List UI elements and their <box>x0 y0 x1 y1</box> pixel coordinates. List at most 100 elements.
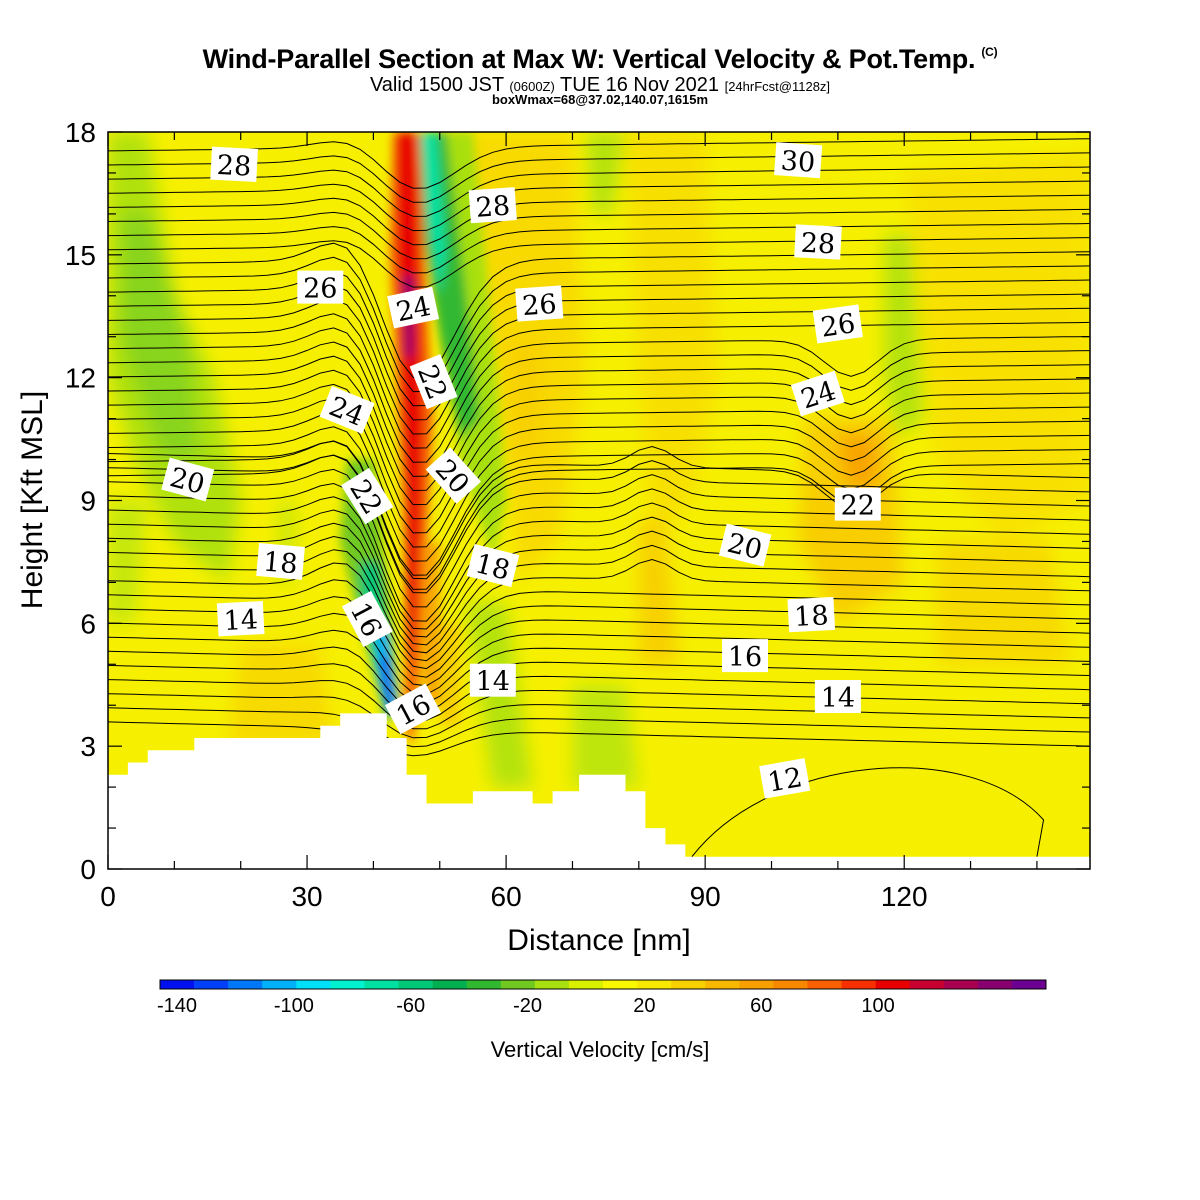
colorbar-swatch <box>603 980 638 989</box>
forecast-info: [24hrFcst@1128z] <box>724 79 831 94</box>
contour-label-box <box>774 142 823 179</box>
theta-contour <box>108 522 1090 646</box>
theta-contour <box>108 663 1090 721</box>
velocity-region <box>396 132 424 665</box>
velocity-region <box>439 623 460 726</box>
y-tick-label: 15 <box>65 240 96 271</box>
contour-label: 28 <box>468 187 517 224</box>
contour-label-box <box>297 270 344 304</box>
chart-title: Wind-Parallel Section at Max W: Vertical… <box>0 44 1200 75</box>
valid-date: TUE 16 Nov 2021 <box>560 74 720 96</box>
contour-label-text: 14 <box>223 604 259 637</box>
contour-label-box <box>759 758 811 799</box>
contour-label-box <box>718 523 772 567</box>
terrain-shape <box>108 713 1090 869</box>
theta-contour <box>108 679 1090 730</box>
colorbar-swatch <box>534 980 570 989</box>
colorbar-tick-label: -60 <box>396 995 425 1017</box>
theta-contour <box>108 426 1090 562</box>
colorbar-swatch <box>398 980 433 989</box>
theta-contour <box>108 327 1090 463</box>
theta-contour <box>108 299 1090 435</box>
colorbar-swatch <box>228 980 263 989</box>
theta-contour <box>108 482 1090 622</box>
colorbar-swatch <box>807 980 842 989</box>
contour-label-text: 30 <box>780 146 816 179</box>
theta-contour <box>108 596 1090 687</box>
x-tick-label: 30 <box>291 881 322 912</box>
colorbar-title: Vertical Velocity [cm/s] <box>491 1037 710 1062</box>
contour-label-text: 12 <box>765 762 804 798</box>
contour-label-text: 28 <box>800 228 836 261</box>
colorbar-swatch <box>909 980 945 989</box>
contour-label-text: 14 <box>476 667 510 698</box>
contour-label-box <box>794 224 842 260</box>
chart-title-text: Wind-Parallel Section at Max W: Vertical… <box>202 44 976 74</box>
colorbar-swatch <box>637 980 672 989</box>
velocity-region <box>904 152 1090 542</box>
theta-contour <box>108 707 1090 748</box>
contour-label-text: 26 <box>819 308 857 343</box>
contour-label-text: 24 <box>393 291 433 328</box>
contour-label: 24 <box>387 286 440 329</box>
contour-label: 16 <box>722 639 768 673</box>
colorbar-swatch <box>160 980 195 989</box>
theta-contour <box>108 693 1090 739</box>
colorbar-swatch <box>296 980 331 989</box>
theta-contour <box>108 256 1090 393</box>
theta-contour <box>108 223 1090 274</box>
theta-contour <box>108 166 1090 217</box>
theta-contour <box>108 496 1090 630</box>
boxwmax-line: boxWmax=68@37.02,140.07,1615m <box>491 92 709 107</box>
theta-contour <box>108 355 1090 492</box>
colorbar: -140 -100 -60 -20 20 60 100 <box>157 979 1047 1017</box>
theta-contour <box>108 313 1090 449</box>
colorbar-swatch <box>194 980 229 989</box>
contour-label-text: 18 <box>262 546 299 580</box>
contour-label-box <box>384 683 442 735</box>
colorbar-swatch <box>432 980 467 989</box>
theta-contour <box>108 629 1090 704</box>
colorbar-tick-label: -20 <box>513 995 542 1017</box>
theta-contour <box>108 208 1090 260</box>
contour-label: 14 <box>469 663 516 698</box>
theta-contour <box>108 369 1090 506</box>
contour-label-box <box>812 304 863 344</box>
colorbar-swatch <box>364 980 399 989</box>
contour-label-text: 14 <box>821 683 855 714</box>
colorbar-swatch <box>330 980 365 989</box>
contour-label: 26 <box>297 270 344 305</box>
colorbar-tick-label: 100 <box>861 995 894 1017</box>
y-tick-label: 9 <box>80 486 96 517</box>
contour-label-text: 28 <box>475 191 511 224</box>
colorbar-swatch <box>671 980 706 989</box>
contour-label-box <box>722 639 768 673</box>
contour-label: 20 <box>161 457 215 502</box>
x-axis-label: Distance [nm] <box>507 924 690 957</box>
contour-label-box <box>387 286 440 329</box>
velocity-region <box>121 213 201 460</box>
theta-contour <box>691 767 1045 858</box>
contour-label-text: 22 <box>841 491 875 522</box>
colorbar-tick-label: -140 <box>157 995 197 1017</box>
velocity-region <box>638 521 679 665</box>
colorbar-swatch <box>262 980 297 989</box>
velocity-region <box>108 500 148 624</box>
theta-contour <box>108 721 1090 757</box>
contour-label-box <box>469 663 516 697</box>
contour-label: 28 <box>794 224 842 260</box>
colorbar-swatch <box>500 980 536 989</box>
theta-contour <box>108 579 1090 678</box>
y-tick-label: 0 <box>80 854 96 885</box>
colorbar-swatch <box>841 980 876 989</box>
theta-contour <box>108 440 1090 576</box>
x-tick-label: 90 <box>690 881 721 912</box>
contour-label-box <box>319 386 375 434</box>
velocity-region <box>572 684 639 788</box>
theta-contour <box>108 138 1090 189</box>
valid-prefix: Valid 1500 JST <box>369 74 504 96</box>
contour-label: 24 <box>790 370 845 417</box>
contour-label: 22 <box>834 487 881 522</box>
theta-contour <box>108 180 1090 232</box>
contour-label-box <box>341 467 394 525</box>
